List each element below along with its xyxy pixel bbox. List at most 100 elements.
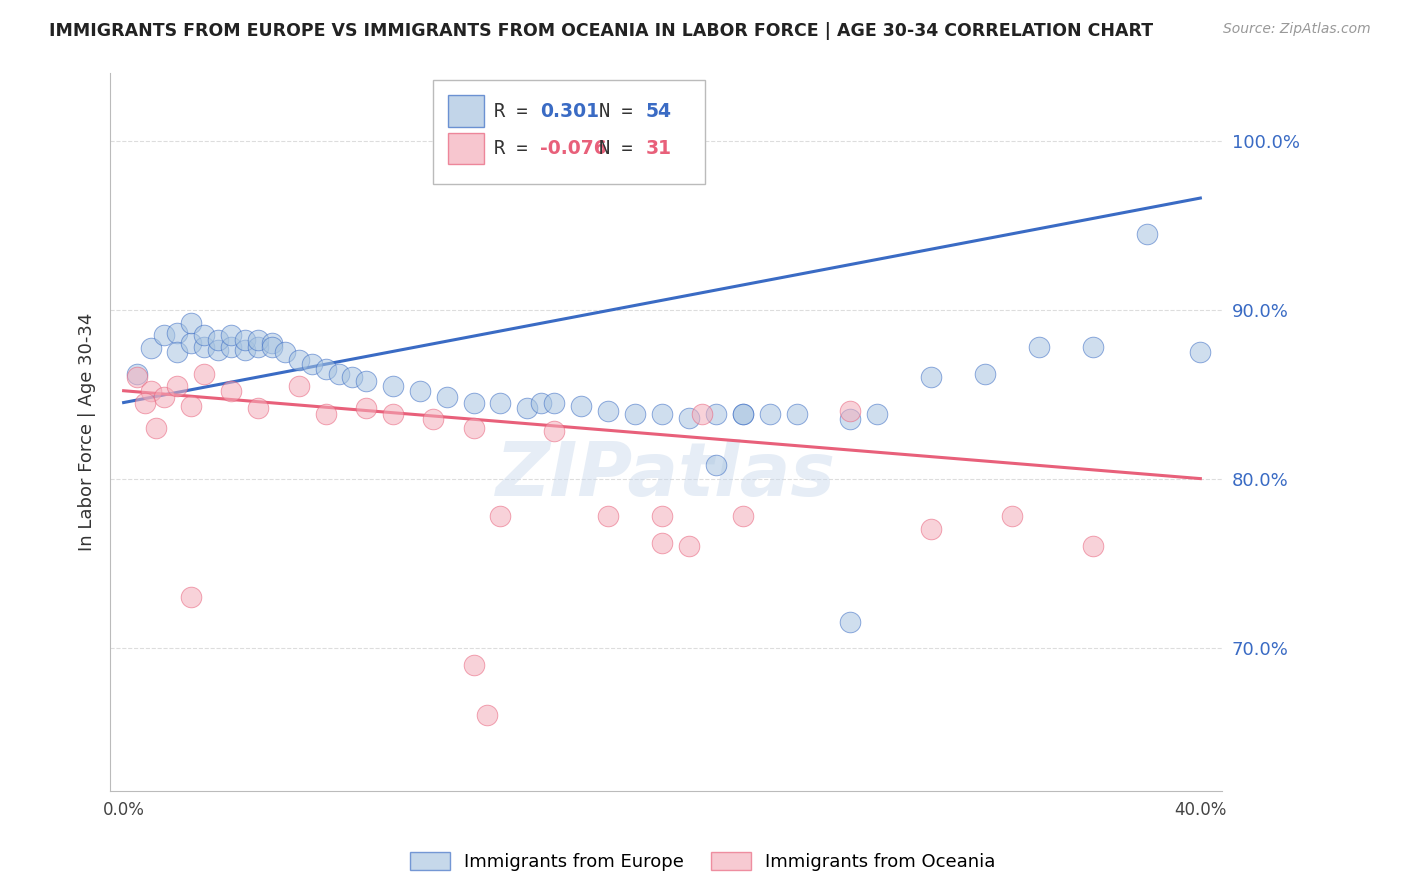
Point (1001, 508, 1024, 523)
Point (221, 340, 243, 354)
Point (193, 367, 215, 381)
Point (166, 326, 188, 341)
Point (839, 404, 862, 418)
Point (1081, 340, 1104, 354)
Point (247, 333, 270, 347)
Point (193, 328, 215, 343)
Text: N =: N = (599, 102, 644, 120)
Point (247, 401, 270, 415)
Point (624, 408, 647, 422)
Point (1189, 344, 1212, 359)
Point (731, 408, 754, 422)
Point (598, 508, 620, 523)
Text: IMMIGRANTS FROM EUROPE VS IMMIGRANTS FROM OCEANIA IN LABOR FORCE | AGE 30-34 COR: IMMIGRANTS FROM EUROPE VS IMMIGRANTS FRO… (49, 22, 1153, 40)
Point (704, 458, 727, 472)
Point (463, 395, 485, 409)
Point (315, 361, 337, 376)
Point (193, 340, 215, 354)
Point (475, 708, 498, 723)
Point (731, 508, 754, 523)
Point (920, 522, 942, 536)
Point (315, 408, 337, 422)
Y-axis label: In Labor Force | Age 30-34: In Labor Force | Age 30-34 (79, 313, 96, 551)
Point (287, 353, 309, 368)
Point (758, 408, 780, 422)
Point (651, 508, 673, 523)
Text: N =: N = (599, 139, 644, 158)
Point (354, 374, 377, 388)
Point (247, 340, 270, 354)
Point (422, 412, 444, 426)
Point (489, 395, 512, 409)
Point (974, 367, 997, 381)
Point (221, 328, 243, 343)
Point (139, 342, 162, 356)
Text: 31: 31 (645, 139, 672, 158)
Point (287, 378, 309, 392)
Point (134, 395, 156, 409)
Point (260, 340, 283, 354)
Point (920, 370, 942, 384)
Point (207, 343, 229, 358)
Point (530, 395, 553, 409)
Point (1081, 539, 1104, 553)
Point (463, 421, 485, 435)
Point (598, 404, 620, 418)
Point (569, 399, 592, 413)
Point (543, 395, 565, 409)
Point (678, 410, 700, 425)
Point (786, 408, 808, 422)
Point (839, 615, 862, 630)
FancyBboxPatch shape (449, 95, 484, 127)
Point (409, 384, 432, 398)
Point (651, 408, 673, 422)
Text: 54: 54 (645, 102, 672, 120)
Point (153, 391, 176, 405)
Point (678, 539, 700, 553)
Text: 0.301: 0.301 (540, 102, 599, 120)
Point (153, 328, 176, 343)
Point (839, 412, 862, 426)
Point (125, 370, 148, 384)
Point (342, 370, 364, 384)
Point (221, 384, 243, 398)
Point (139, 384, 162, 398)
Point (166, 344, 188, 359)
Point (125, 367, 148, 381)
Text: R =: R = (494, 139, 538, 158)
Point (516, 401, 538, 415)
Point (463, 657, 485, 672)
Point (354, 401, 377, 415)
Point (1135, 227, 1157, 241)
Text: Source: ZipAtlas.com: Source: ZipAtlas.com (1223, 22, 1371, 37)
Point (866, 408, 889, 422)
Point (381, 408, 404, 422)
Point (1028, 340, 1050, 354)
Point (180, 399, 202, 413)
Point (233, 333, 256, 347)
Text: ZIPatlas: ZIPatlas (496, 439, 837, 512)
Text: R =: R = (494, 102, 538, 120)
Point (301, 357, 323, 371)
Point (233, 343, 256, 358)
Point (704, 408, 727, 422)
Point (328, 367, 350, 381)
Point (180, 336, 202, 351)
Point (145, 421, 167, 435)
Text: -0.076: -0.076 (540, 139, 607, 158)
Point (651, 536, 673, 550)
Point (543, 425, 565, 439)
Point (436, 391, 458, 405)
Point (692, 408, 714, 422)
FancyBboxPatch shape (449, 133, 484, 164)
Point (260, 336, 283, 351)
Point (274, 344, 297, 359)
Point (381, 378, 404, 392)
Point (731, 408, 754, 422)
Point (166, 378, 188, 392)
Legend: Immigrants from Europe, Immigrants from Oceania: Immigrants from Europe, Immigrants from … (404, 846, 1002, 879)
Point (207, 333, 229, 347)
Point (180, 316, 202, 330)
Point (489, 508, 512, 523)
Point (180, 590, 202, 604)
